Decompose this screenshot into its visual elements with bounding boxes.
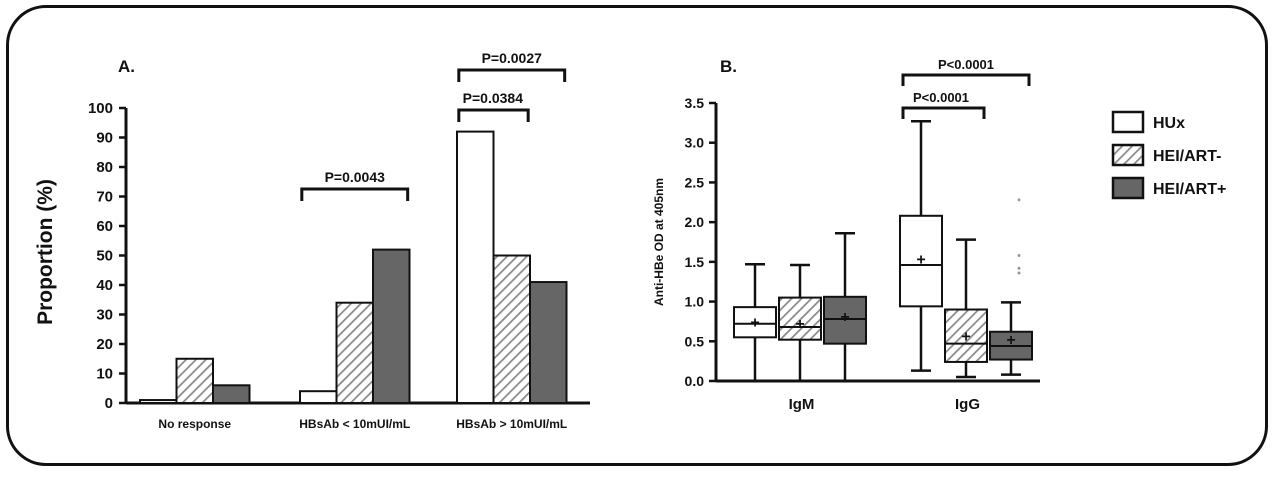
significance-bracket (901, 73, 1031, 86)
legend-swatch-hei-art-minus (1111, 143, 1145, 167)
box-iqr (899, 214, 943, 308)
significance-bracket (901, 106, 986, 119)
panel-a-bar-chart: A. Proportion (%) 0 10 20 30 40 50 60 70 80 90 100… (34, 50, 590, 431)
y-tick-label: 100 (88, 100, 113, 117)
y-tick-label: 3.0 (685, 135, 705, 151)
box-iqr (944, 308, 988, 363)
mean-marker: + (916, 252, 925, 269)
x-tick-label: HBsAb > 10mUI/mL (456, 417, 567, 431)
mean-marker: + (750, 314, 759, 331)
box-hei-art: + (989, 198, 1033, 376)
mean-marker: + (961, 329, 970, 346)
y-tick-label: 20 (96, 336, 113, 353)
outlier-point (1017, 271, 1021, 275)
legend-item-hei-art-plus: HEI/ART+ (1111, 176, 1226, 200)
p-value-label: P=0.0043 (325, 169, 386, 185)
x-tick-label: HBsAb < 10mUI/mL (299, 417, 410, 431)
bar-hux (299, 390, 338, 405)
p-value-label: P<0.0001 (938, 57, 994, 72)
outlier-point (1017, 266, 1021, 270)
y-tick-label: 60 (96, 218, 113, 235)
legend-item-hei-art-minus: HEI/ART- (1111, 143, 1221, 167)
significance-bracket (457, 68, 567, 82)
box-hux: + (899, 120, 943, 372)
y-tick-label: 1.5 (685, 254, 705, 270)
p-value-label: P<0.0001 (913, 90, 969, 105)
box-iqr (823, 295, 867, 345)
mean-marker: + (795, 316, 804, 333)
figure-frame (6, 5, 1268, 466)
x-tick-label: IgG (955, 396, 980, 413)
panel-b-label: B. (720, 57, 737, 76)
y-tick-label: 10 (96, 366, 113, 383)
panel-b-box-plot: B. Anti-HBe OD at 405nm 0.0 0.5 1.0 1.5 2.0 2… (652, 57, 1040, 413)
box-iqr (778, 296, 822, 341)
y-tick-label: 0.5 (685, 333, 705, 349)
y-tick-label: 80 (96, 159, 113, 176)
bar-hei-art (175, 357, 214, 404)
panel-a-label: A. (118, 57, 135, 76)
bar-hux (139, 399, 178, 404)
outlier-point (1017, 254, 1021, 258)
legend: HUx HEI/ART- HEI/ART+ (1111, 110, 1226, 200)
bar-hei-art (372, 248, 411, 404)
box-iqr (733, 306, 777, 339)
bar-hei-art (492, 254, 531, 404)
significance-bracket (457, 108, 530, 122)
y-tick-label: 1.0 (685, 294, 705, 310)
box-hei-art: + (778, 263, 822, 383)
box-hei-art: + (823, 232, 867, 383)
significance-bracket (300, 187, 410, 201)
mean-marker: + (840, 309, 849, 326)
legend-label-hux: HUx (1153, 115, 1185, 132)
p-value-label: P=0.0384 (463, 90, 524, 106)
panel-b-y-axis-title: Anti-HBe OD at 405nm (652, 178, 666, 306)
mean-marker: + (1006, 332, 1015, 349)
legend-swatch-hux (1111, 110, 1145, 134)
y-tick-label: 90 (96, 130, 113, 147)
y-tick-label: 0.0 (685, 373, 705, 389)
box-hux: + (733, 262, 777, 383)
y-tick-label: 70 (96, 189, 113, 206)
outlier-point (1017, 198, 1021, 202)
bar-hei-art (335, 301, 374, 405)
x-tick-label: No response (158, 417, 231, 431)
legend-label-hei-art-minus: HEI/ART- (1153, 148, 1221, 165)
y-tick-label: 3.5 (685, 95, 705, 111)
box-hei-art: + (944, 238, 988, 379)
legend-swatch-hei-art-plus (1111, 176, 1145, 200)
bar-hux (456, 130, 495, 404)
bar-hei-art (529, 281, 568, 404)
bar-hei-art (212, 384, 251, 404)
y-tick-label: 30 (96, 307, 113, 324)
legend-label-hei-art-plus: HEI/ART+ (1153, 181, 1226, 198)
y-tick-label: 50 (96, 248, 113, 265)
y-tick-label: 2.5 (685, 174, 705, 190)
y-tick-label: 40 (96, 277, 113, 294)
panel-a-y-axis-title: Proportion (%) (34, 179, 57, 325)
x-tick-label: IgM (789, 396, 815, 413)
p-value-label: P=0.0027 (482, 50, 543, 66)
y-tick-label: 2.0 (685, 214, 705, 230)
y-tick-label: 0 (105, 395, 113, 412)
legend-item-hux: HUx (1111, 110, 1185, 134)
